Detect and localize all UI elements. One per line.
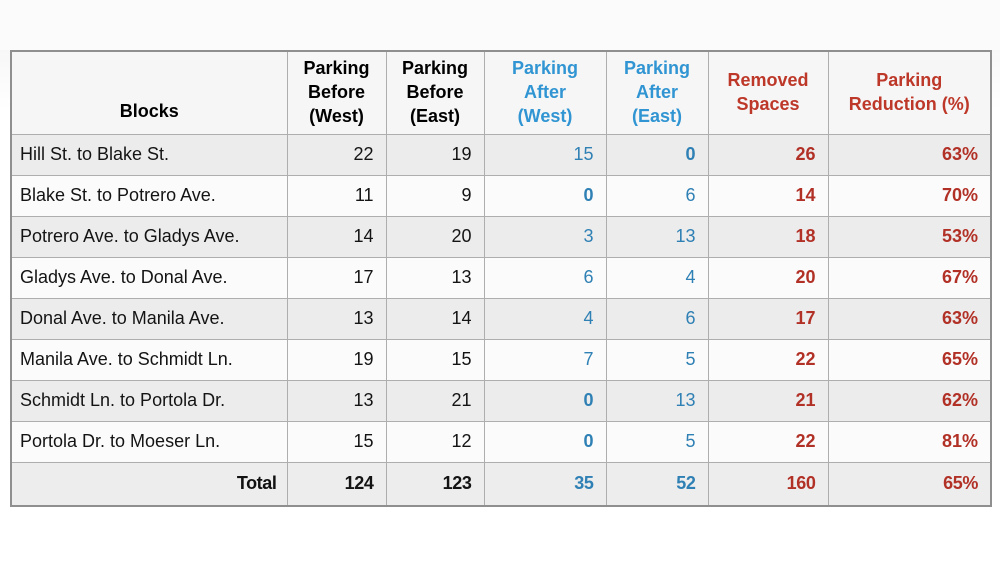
col-header-blocks: Blocks [10,50,288,135]
cell-after-east: 5 [605,338,709,381]
cell-reduction: 81% [827,420,992,463]
table-header: Blocks Parking Before (West) Parking Bef… [10,50,992,135]
cell-before-west: 17 [286,256,387,299]
page-background: Blocks Parking Before (West) Parking Bef… [0,50,1000,563]
cell-after-east: 0 [605,133,709,176]
cell-before-west: 14 [286,215,387,258]
cell-blocks: Schmidt Ln. to Portola Dr. [10,379,288,422]
total-label: Total [10,461,288,507]
cell-removed: 20 [707,256,829,299]
cell-before-east: 20 [385,215,485,258]
cell-before-west: 11 [286,174,387,217]
cell-before-east: 21 [385,379,485,422]
cell-removed: 17 [707,297,829,340]
total-reduction: 65% [827,461,992,507]
table-row: Portola Dr. to Moeser Ln. 15 12 0 5 22 8… [10,420,992,463]
cell-blocks: Hill St. to Blake St. [10,133,288,176]
table-row: Blake St. to Potrero Ave. 11 9 0 6 14 70… [10,174,992,217]
cell-before-east: 19 [385,133,485,176]
cell-reduction: 65% [827,338,992,381]
cell-after-west: 15 [483,133,607,176]
cell-blocks: Portola Dr. to Moeser Ln. [10,420,288,463]
cell-after-west: 0 [483,174,607,217]
header-row: Blocks Parking Before (West) Parking Bef… [10,50,992,135]
cell-reduction: 67% [827,256,992,299]
parking-table: Blocks Parking Before (West) Parking Bef… [10,50,992,507]
cell-after-west: 4 [483,297,607,340]
table-row: Hill St. to Blake St. 22 19 15 0 26 63% [10,133,992,176]
cell-blocks: Manila Ave. to Schmidt Ln. [10,338,288,381]
cell-after-west: 6 [483,256,607,299]
cell-before-west: 13 [286,379,387,422]
cell-after-west: 0 [483,420,607,463]
table-row: Potrero Ave. to Gladys Ave. 14 20 3 13 1… [10,215,992,258]
table-row: Manila Ave. to Schmidt Ln. 19 15 7 5 22 … [10,338,992,381]
cell-after-east: 6 [605,174,709,217]
col-header-parking-before-west: Parking Before (West) [286,50,387,135]
total-after-east: 52 [605,461,709,507]
col-header-parking-after-east: Parking After (East) [605,50,709,135]
cell-after-east: 13 [605,215,709,258]
cell-reduction: 62% [827,379,992,422]
cell-blocks: Blake St. to Potrero Ave. [10,174,288,217]
cell-removed: 22 [707,420,829,463]
cell-after-east: 6 [605,297,709,340]
cell-after-east: 4 [605,256,709,299]
cell-before-west: 13 [286,297,387,340]
cell-before-east: 15 [385,338,485,381]
cell-reduction: 63% [827,297,992,340]
cell-before-west: 19 [286,338,387,381]
total-before-east: 123 [385,461,485,507]
cell-before-east: 13 [385,256,485,299]
cell-blocks: Donal Ave. to Manila Ave. [10,297,288,340]
cell-after-east: 13 [605,379,709,422]
cell-removed: 26 [707,133,829,176]
cell-blocks: Potrero Ave. to Gladys Ave. [10,215,288,258]
cell-after-west: 7 [483,338,607,381]
cell-reduction: 63% [827,133,992,176]
total-removed: 160 [707,461,829,507]
cell-reduction: 53% [827,215,992,258]
cell-after-west: 3 [483,215,607,258]
col-header-parking-before-east: Parking Before (East) [385,50,485,135]
table-body: Hill St. to Blake St. 22 19 15 0 26 63% … [10,133,992,507]
cell-after-east: 5 [605,420,709,463]
col-header-parking-reduction: Parking Reduction (%) [827,50,992,135]
cell-reduction: 70% [827,174,992,217]
table-row: Gladys Ave. to Donal Ave. 17 13 6 4 20 6… [10,256,992,299]
table-row: Schmidt Ln. to Portola Dr. 13 21 0 13 21… [10,379,992,422]
col-header-parking-after-west: Parking After (West) [483,50,607,135]
cell-before-east: 9 [385,174,485,217]
table-row: Donal Ave. to Manila Ave. 13 14 4 6 17 6… [10,297,992,340]
cell-before-east: 12 [385,420,485,463]
cell-after-west: 0 [483,379,607,422]
total-after-west: 35 [483,461,607,507]
cell-before-west: 15 [286,420,387,463]
cell-removed: 22 [707,338,829,381]
col-header-removed-spaces: Removed Spaces [707,50,829,135]
total-row: Total 124 123 35 52 160 65% [10,461,992,507]
cell-before-west: 22 [286,133,387,176]
cell-removed: 14 [707,174,829,217]
cell-removed: 18 [707,215,829,258]
cell-blocks: Gladys Ave. to Donal Ave. [10,256,288,299]
total-before-west: 124 [286,461,387,507]
cell-before-east: 14 [385,297,485,340]
cell-removed: 21 [707,379,829,422]
